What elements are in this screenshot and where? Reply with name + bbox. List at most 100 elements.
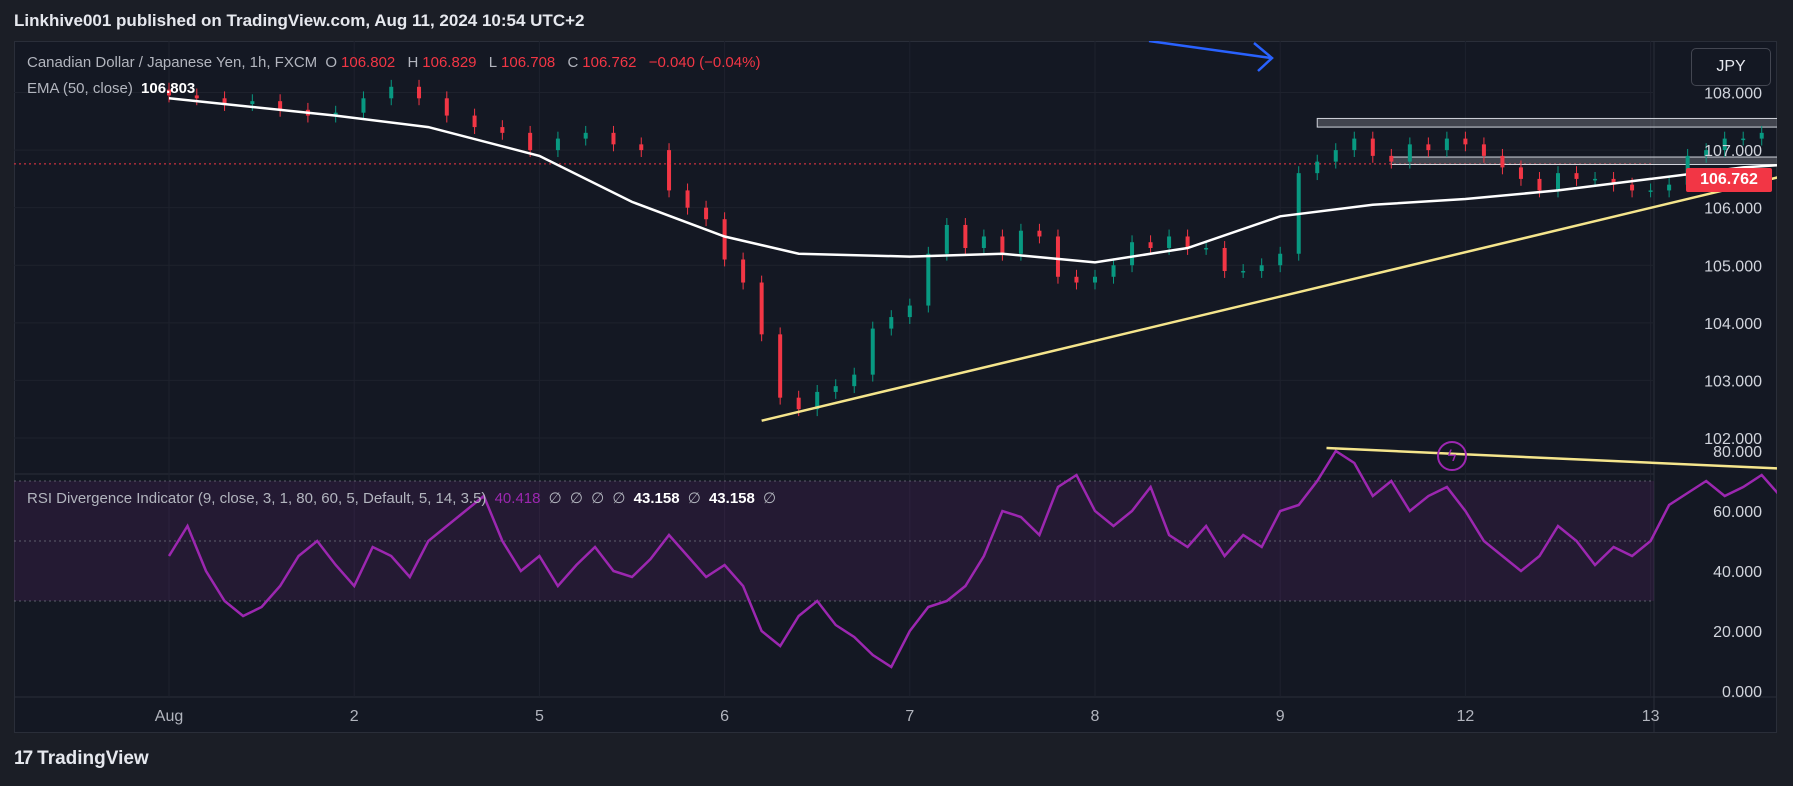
high-value: H 106.829: [407, 54, 477, 71]
candle-body: [963, 224, 968, 248]
candle-body: [361, 98, 366, 113]
last-price-badge: 106.762: [1686, 168, 1772, 192]
candle-body: [1481, 144, 1486, 156]
rsi-band: [14, 480, 1654, 602]
price-tick-label: 108.000: [1704, 86, 1762, 103]
candle-body: [555, 138, 560, 151]
candle-body: [194, 95, 199, 99]
candle-body: [1741, 138, 1746, 141]
candle-body: [667, 150, 672, 191]
ema-value: 106.803: [141, 80, 196, 97]
candle-body: [1611, 178, 1616, 185]
candle-body: [1241, 271, 1246, 273]
candle-body: [778, 334, 783, 398]
rsi-empty-4: ∅: [612, 490, 626, 507]
ema-label: EMA (50, close): [27, 80, 133, 97]
candle-body: [1407, 144, 1412, 162]
candle-body: [1537, 178, 1542, 191]
candle-body: [1093, 276, 1097, 283]
change-value: −0.040 (−0.04%): [648, 54, 761, 71]
chart-frame[interactable]: [14, 41, 1777, 733]
candles: [167, 79, 1764, 417]
lightning-bolt-icon[interactable]: ϟ: [1437, 441, 1467, 471]
x-tick-label: 2: [350, 708, 359, 725]
price-tick-label: 107.000: [1704, 143, 1762, 160]
candle-body: [1500, 155, 1505, 168]
candle-body: [1074, 276, 1079, 283]
rsi-legend: RSI Divergence Indicator (9, close, 3, 1…: [27, 489, 780, 507]
candle-body: [1593, 178, 1598, 181]
ema-path: [168, 97, 1777, 264]
rsi-value: 40.418: [494, 490, 541, 507]
arrow-shaft: [1148, 41, 1272, 60]
tradingview-logo: 17: [14, 748, 33, 769]
rsi-tick-label: 80.000: [1713, 444, 1762, 461]
rsi-empty-1: ∅: [548, 490, 562, 507]
candle-body: [1574, 173, 1579, 179]
candle-body: [944, 224, 949, 254]
price-tick-label: 103.000: [1704, 373, 1762, 390]
candle-body: [1648, 190, 1653, 192]
candle-body: [333, 112, 338, 116]
rsi-tick-label: 60.000: [1713, 504, 1762, 521]
rsi-tick-label: 40.000: [1713, 564, 1762, 581]
candle-body: [926, 253, 931, 306]
rsi-divergence-line: [1326, 446, 1777, 470]
rsi-value-3: 43.158: [708, 490, 755, 507]
rsi-value-2: 43.158: [633, 490, 680, 507]
candle-body: [611, 132, 616, 145]
rsi-empty-5: ∅: [687, 490, 701, 507]
ema-legend: EMA (50, close) 106.803: [27, 80, 199, 97]
price-tick-label: 106.000: [1704, 201, 1762, 218]
x-tick-label: 9: [1276, 708, 1285, 725]
ema-line: [168, 97, 1777, 264]
x-tick-label: 12: [1457, 708, 1475, 725]
candle-body: [222, 98, 227, 105]
brand-name: TradingView: [37, 748, 149, 769]
candle-body: [907, 305, 912, 318]
price-tick-label: 105.000: [1704, 258, 1762, 275]
blue-arrow-annotation: [1148, 41, 1274, 72]
candle-body: [528, 132, 533, 151]
tradingview-brand[interactable]: 17 TradingView: [14, 748, 149, 770]
candle-body: [389, 86, 394, 99]
candle-body: [741, 259, 746, 283]
candle-body: [833, 386, 838, 392]
candle-body: [796, 397, 801, 410]
arrow-head: [1253, 42, 1274, 72]
candle-body: [815, 391, 820, 410]
candle-body: [722, 219, 727, 260]
rsi-path: [167, 449, 1777, 669]
candle-body: [1037, 230, 1042, 237]
price-tick-label: 104.000: [1704, 316, 1762, 333]
rsi-empty-3: ∅: [591, 490, 605, 507]
candle-body: [1463, 138, 1468, 145]
rsi-empty-2: ∅: [569, 490, 583, 507]
rsi-line: [167, 446, 1777, 669]
candle-body: [1278, 253, 1283, 266]
grid: [14, 41, 1777, 733]
candle-body: [500, 127, 505, 133]
candle-body: [1148, 242, 1153, 248]
x-tick-label: 8: [1091, 708, 1100, 725]
candle-body: [472, 115, 477, 128]
chart-canvas[interactable]: Aug 2 5 6 7 8 9 12 13 102.000 103.000 104.000 105.00…: [14, 41, 1777, 733]
candle-body: [1389, 155, 1394, 162]
candle-body: [1370, 138, 1375, 156]
x-tick-label: 13: [1642, 708, 1660, 725]
candle-body: [704, 207, 709, 220]
close-value: C 106.762: [567, 54, 637, 71]
currency-button[interactable]: JPY: [1691, 48, 1771, 86]
price-tick-label: 102.000: [1704, 431, 1762, 448]
axes: Aug 2 5 6 7 8 9 12 13 102.000 103.000 104.000 105.00…: [155, 86, 1762, 725]
candle-body: [1000, 236, 1005, 254]
candle-body: [1315, 161, 1320, 174]
candle-body: [1204, 247, 1209, 250]
candle-body: [1185, 236, 1190, 248]
candle-body: [1018, 230, 1023, 254]
trendlines: [761, 176, 1777, 422]
candle-body: [1722, 138, 1727, 151]
candle-body: [639, 144, 644, 151]
candle-body: [1426, 144, 1431, 151]
candle-body: [1130, 242, 1135, 266]
